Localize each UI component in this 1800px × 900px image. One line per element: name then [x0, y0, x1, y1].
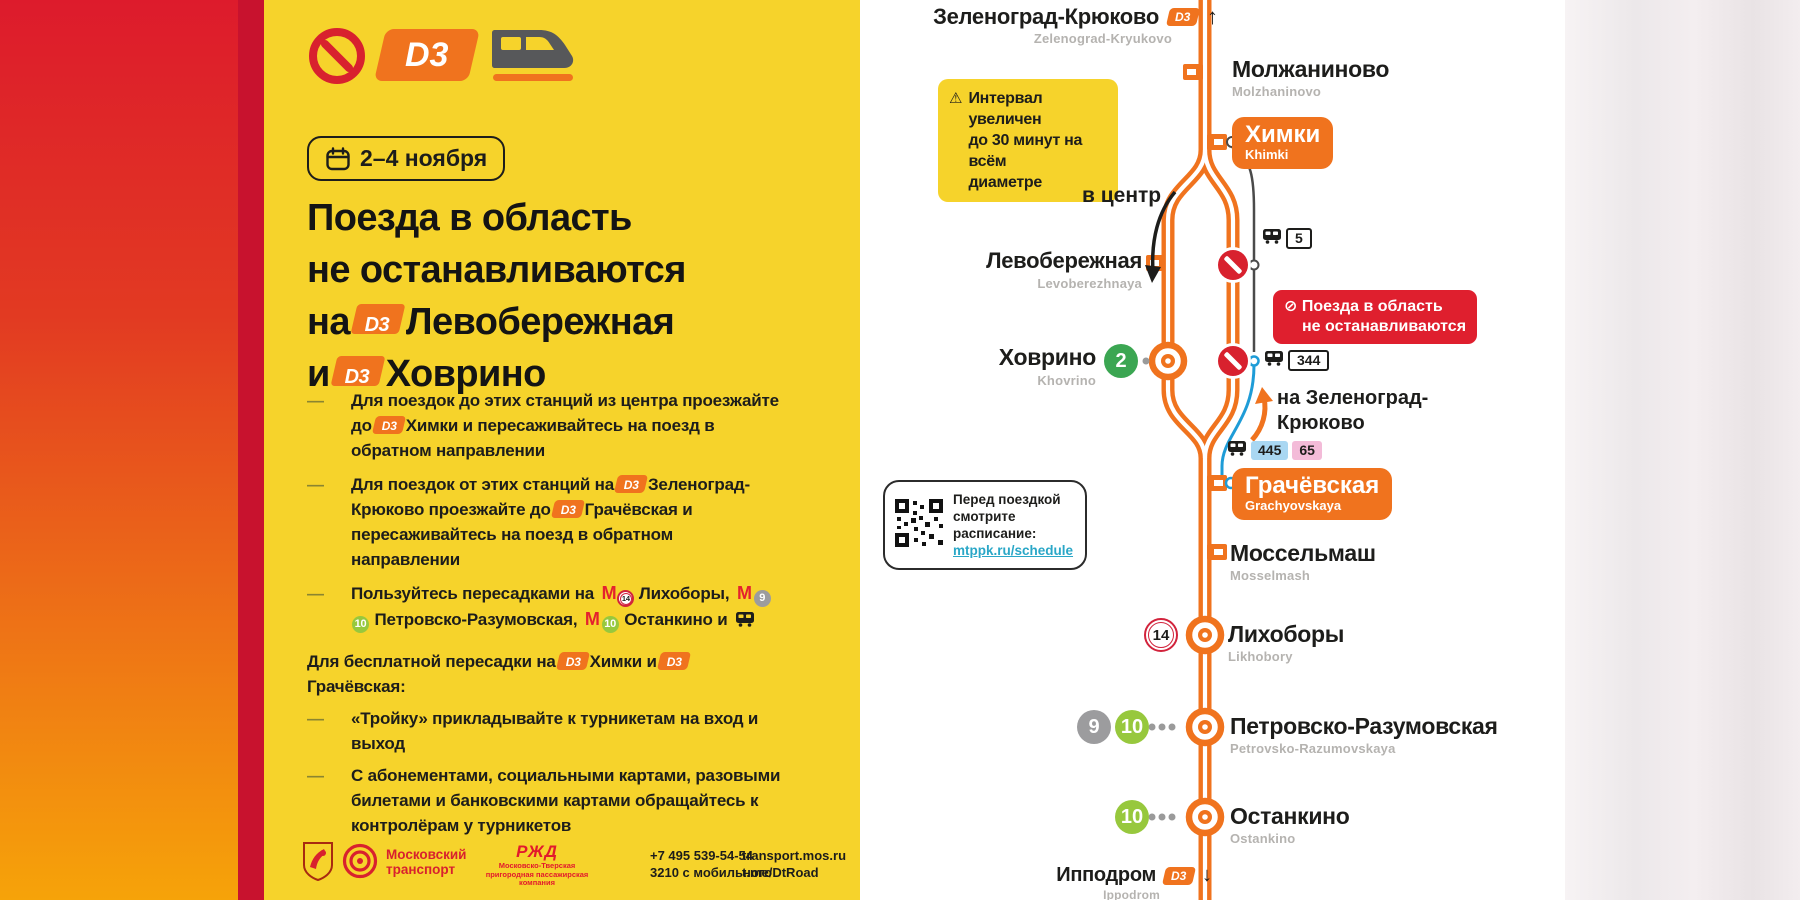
line-10-icon: 10	[352, 616, 369, 633]
station-petrovsko-razumovskaya: Петровско-Разумовская	[1230, 713, 1498, 739]
list-item: — Пользуйтесь пересадками на М 14 Лихобор…	[307, 581, 785, 634]
to-center-label: в центр	[1082, 184, 1162, 207]
station-ticks	[1146, 64, 1227, 560]
list-item: — «Тройку» прикладывайте к турникетам на…	[307, 709, 759, 753]
warning-icon: ⚠	[949, 90, 963, 107]
bus-icon	[735, 609, 755, 634]
line-10-icon: 10	[1115, 710, 1149, 744]
no-entry-icon	[1218, 250, 1248, 280]
station-zelenograd-kryukovo: Зеленоград-Крюково D3 ↑	[933, 4, 1218, 29]
no-entry-icon	[309, 28, 365, 84]
mcc-14-icon: 14	[1144, 618, 1178, 652]
station-khimki: Химки Khimki	[1232, 117, 1334, 169]
calendar-icon	[325, 146, 351, 172]
arrow-down: ↓	[1202, 864, 1212, 886]
to-zelenograd-arrow	[1250, 387, 1273, 442]
interval-warning-badge: ⚠ Интервал увеличен до 30 минут на всём ди…	[938, 79, 1118, 202]
schedule-qr-box: Перед поездкой смотрите расписание: mtppk…	[883, 480, 1087, 570]
d3-badge: D3	[350, 304, 406, 336]
d3-badge: D3	[371, 416, 406, 434]
left-gradient-strip	[0, 0, 238, 900]
moscow-transport-logo	[342, 843, 378, 884]
brand-name: Московский транспорт	[386, 847, 467, 877]
bus-icon	[1227, 440, 1247, 461]
title-line-2: не останавливаются	[307, 249, 686, 291]
d3-badge: D3	[1165, 8, 1201, 26]
list-item: — Для поездок до этих станций из центра …	[307, 391, 779, 460]
to-zelenograd-label: на Зеленоград- Крюково	[1277, 387, 1429, 434]
bus-stop-5: 5	[1262, 228, 1312, 249]
phone-number: +7 495 539-54-54	[650, 848, 754, 863]
moscow-coat-of-arms-icon	[302, 841, 334, 886]
title-line-1: Поезда в область	[307, 197, 632, 239]
metro-icon: М	[736, 583, 752, 603]
info-panel: D3 2–4 ноября Поезда в область не остана…	[264, 0, 860, 900]
station-grachyovskaya: Грачёвская Grachyovskaya	[1232, 468, 1393, 520]
station-ostankino: Останкино	[1230, 803, 1350, 829]
schedule-link[interactable]: mtppk.ru/schedule	[953, 543, 1074, 558]
bus-stop-445-65: 445 65	[1227, 440, 1322, 461]
website-link[interactable]: transport.mos.ru	[742, 848, 847, 863]
bus-stop-344: 344	[1264, 350, 1330, 371]
station-khovrino: Ховрино	[998, 344, 1097, 370]
telegram-link[interactable]: t.me/DtRoad	[742, 865, 819, 880]
to-center-arrow	[1145, 190, 1177, 283]
station-molzhaninovo: Молжаниново	[1232, 56, 1390, 82]
list-item: — С абонементами, социальными картами, р…	[307, 766, 781, 835]
station-likhobory: Лихоборы	[1228, 621, 1345, 647]
d3-badge: D3	[550, 500, 585, 518]
line-10-icon: 10	[1115, 800, 1149, 834]
title-line-3: на D3 Левобережная	[307, 301, 675, 343]
free-transfer-heading: Для бесплатной пересадки на D3 Химки и D3Гр…	[307, 649, 785, 699]
no-entry-icon	[1218, 346, 1248, 376]
metro-icon: М	[584, 609, 600, 629]
line-9-icon: 9	[753, 590, 771, 607]
arrow-up: ↑	[1207, 4, 1218, 29]
d3-badge: D3	[330, 356, 386, 388]
no-stop-badge: ⊘ Поезда в область не останавливаются	[1273, 290, 1478, 344]
metro-icon: М	[601, 583, 617, 603]
d3-badge: D3	[1161, 866, 1197, 885]
page-title: Поезда в область не останавливаются на D3…	[307, 192, 686, 400]
d3-badge: D3	[656, 652, 691, 670]
title-line-4: и D3 Ховрино	[307, 353, 546, 395]
list-item: — Для поездок от этих станций на D3 Зелено…	[307, 475, 750, 569]
station-levoberezhnaya: Левобережная	[986, 248, 1142, 273]
line-2-icon: 2	[1104, 344, 1138, 378]
phone-mobile: 3210 с мобильного	[650, 865, 773, 880]
station-mosselmash: Моссельмаш	[1230, 540, 1376, 566]
phone-block: +7 495 539-54-54 3210 с мобильного	[650, 847, 772, 881]
d3-badge: D3	[613, 475, 649, 493]
qr-code	[894, 497, 944, 553]
bus-icon	[1262, 228, 1282, 249]
no-entry-glyph: ⊘	[1284, 298, 1298, 315]
right-gradient-strip	[1565, 0, 1800, 900]
bus-icon	[1264, 350, 1284, 371]
line-10-icon: 10	[601, 616, 619, 633]
station-ippodrom: Ипподром D3 ↓	[1056, 864, 1212, 886]
instructions: — Для поездок до этих станций из центра …	[307, 388, 785, 847]
line-9-icon: 9	[1077, 710, 1111, 744]
date-badge: 2–4 ноября	[307, 136, 506, 181]
d3-badge: D3	[373, 29, 481, 81]
red-edge-bar	[238, 0, 264, 900]
mcc-14-icon: 14	[617, 590, 635, 607]
date-text: 2–4 ноября	[360, 145, 488, 171]
train-icon	[492, 27, 576, 88]
footer: Московский транспорт РЖД Московско-Тверск…	[264, 838, 860, 890]
rzd-logo-block: РЖД Московско-Тверская пригородная пассаж…	[485, 842, 589, 887]
d3-badge: D3	[555, 652, 590, 670]
route-map: Зеленоград-Крюково D3 ↑ Zelenograd-Kryuk…	[860, 0, 1565, 900]
links-block: transport.mos.ru t.me/DtRoad	[742, 847, 846, 881]
interchange-rings	[1148, 341, 1225, 837]
